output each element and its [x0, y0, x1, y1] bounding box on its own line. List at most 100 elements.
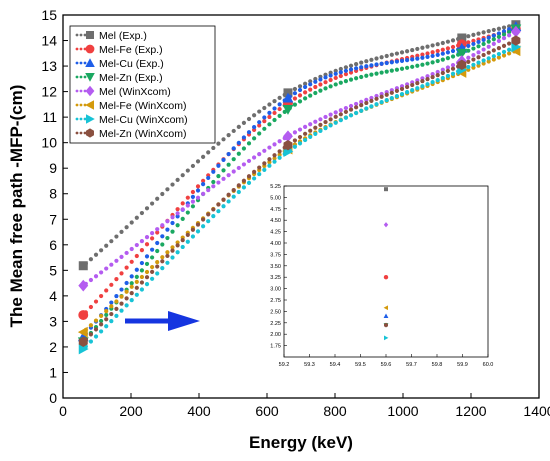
- legend-line-dot: [83, 61, 87, 65]
- curve-dot: [394, 93, 400, 99]
- curve-dot: [246, 158, 252, 164]
- curve-dot: [190, 163, 196, 169]
- curve-dot: [338, 108, 343, 113]
- curve-dot: [486, 50, 491, 55]
- curve-dot: [134, 274, 139, 279]
- curve-dot: [236, 165, 241, 171]
- curve-dot: [99, 318, 104, 324]
- curve-dot: [359, 108, 364, 113]
- curve-dot: [221, 137, 226, 142]
- curve-dot: [124, 225, 129, 230]
- curve-dot: [241, 146, 247, 151]
- curve-dot: [292, 130, 298, 135]
- curve-dot: [389, 68, 394, 73]
- curve-dot: [384, 53, 389, 59]
- legend-line-dot: [83, 103, 87, 107]
- curve-dot: [410, 82, 415, 88]
- legend-line-dot: [75, 131, 79, 135]
- curve-dot: [134, 253, 139, 259]
- legend-label: Mel-Fe (WinXcom): [99, 100, 187, 112]
- y-tick-label: 8: [49, 186, 57, 202]
- curve-dot: [155, 230, 160, 235]
- curve-dot: [420, 84, 425, 89]
- curve-dot: [507, 51, 512, 56]
- curve-dot: [399, 91, 405, 97]
- curve-dot: [211, 207, 216, 212]
- curve-dot: [206, 175, 211, 181]
- curve-dot: [119, 254, 124, 259]
- curve-dot: [134, 242, 139, 248]
- curve-dot: [134, 279, 139, 284]
- curve-dot: [364, 64, 369, 69]
- curve-dot: [226, 162, 231, 167]
- curve-dot: [134, 292, 139, 297]
- curve-dot: [150, 236, 155, 241]
- curve-dot: [313, 90, 318, 96]
- curve-dot: [236, 140, 241, 145]
- y-tick-label: 14: [41, 33, 57, 49]
- curve-dot: [150, 231, 155, 236]
- curve-dot: [139, 248, 145, 253]
- series-3: [77, 24, 522, 348]
- curve-dot: [109, 304, 114, 309]
- curve-dot: [144, 261, 150, 267]
- y-tick-label: 15: [41, 7, 57, 23]
- curve-dot: [236, 183, 241, 188]
- curve-dot: [114, 299, 119, 304]
- plot-frame: [62, 14, 540, 399]
- curve-dot: [425, 82, 430, 87]
- curve-dot: [180, 207, 185, 212]
- curve-dot: [471, 41, 476, 47]
- curve-dot: [165, 227, 170, 232]
- curve-dot: [420, 79, 425, 84]
- curve-dot: [476, 55, 481, 60]
- curve-dot: [165, 260, 170, 265]
- curve-dot: [440, 57, 445, 62]
- legend-line-dot: [83, 75, 87, 79]
- curve-dot: [267, 145, 272, 150]
- inset-chart: 59.2 59.3 59.4 59.5 59.6 59.7 59.8 59.9 60.0 1.75…: [270, 184, 493, 368]
- curve-dot: [466, 40, 471, 45]
- curve-dot: [445, 46, 451, 51]
- curve-dot: [491, 27, 496, 33]
- inset-y-tick-label: 2.25: [270, 321, 281, 327]
- curve-dot: [303, 137, 308, 143]
- x-tick-label: 800: [323, 403, 347, 419]
- curve-dot: [292, 96, 298, 101]
- data-point: [457, 33, 467, 43]
- curve-dot: [430, 43, 435, 48]
- legend-marker: [86, 31, 94, 39]
- curve-dot: [343, 72, 349, 77]
- curve-dot: [124, 280, 129, 286]
- curve-dot: [379, 94, 384, 99]
- curve-dot: [252, 113, 257, 118]
- curve-dot: [389, 95, 394, 101]
- curve-dot: [496, 51, 502, 57]
- inset-y-tick-label: 3.00: [270, 287, 281, 293]
- curve-dot: [231, 157, 236, 162]
- inset-data-point: [383, 305, 388, 311]
- curve-dot: [333, 71, 338, 76]
- curve-dot: [175, 211, 180, 216]
- inset-data-point: [383, 222, 389, 228]
- curve-dot: [445, 73, 451, 79]
- curve-dot: [88, 323, 94, 328]
- curve-dot: [246, 130, 252, 135]
- curve-dot: [374, 62, 379, 67]
- legend-line-dot: [79, 103, 83, 107]
- legend-item: Mel-Zn (WinXcom): [75, 128, 187, 140]
- curve-dot: [277, 149, 282, 154]
- curve-dot: [313, 119, 318, 124]
- curve-dot: [262, 115, 267, 120]
- curve-dot: [119, 229, 124, 235]
- curve-dot: [333, 110, 338, 115]
- curve-dot: [394, 88, 400, 93]
- curve-dot: [267, 110, 272, 115]
- curve-dot: [496, 26, 502, 31]
- curve-dot: [231, 194, 236, 199]
- curve-dot: [348, 77, 354, 82]
- curve-dot: [195, 184, 201, 189]
- curve-dot: [104, 317, 109, 322]
- curve-dot: [267, 163, 272, 168]
- curve-dot: [277, 113, 282, 118]
